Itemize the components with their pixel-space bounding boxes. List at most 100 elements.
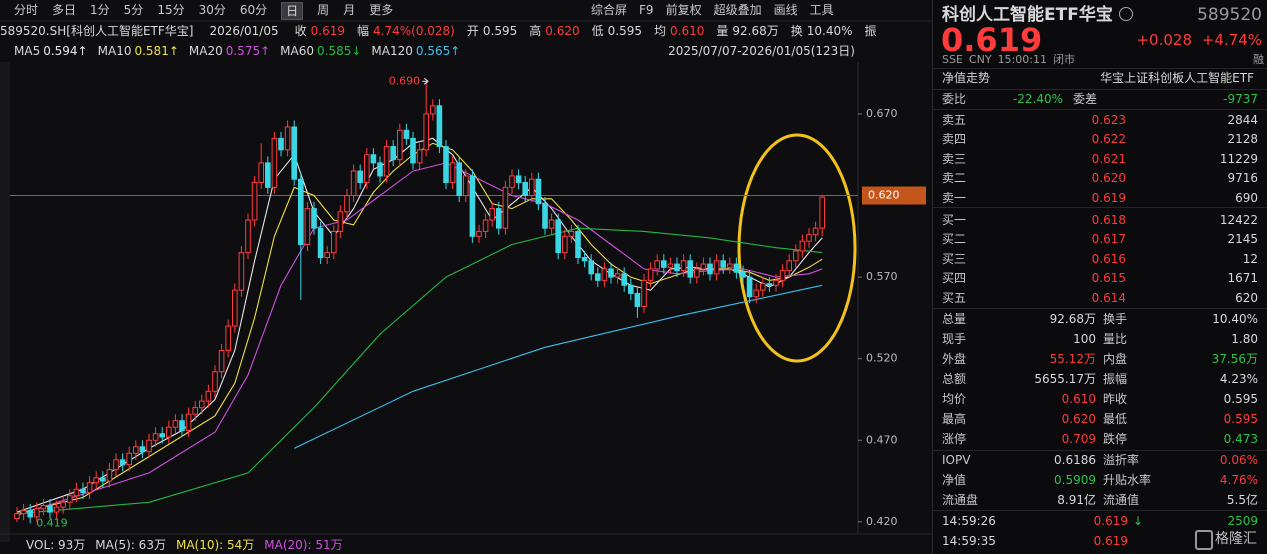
candle-body xyxy=(205,390,212,402)
volume-label: VOL: 93万 xyxy=(26,538,86,552)
tool-button[interactable]: F9 xyxy=(639,3,654,17)
high-label: 0.690 xyxy=(389,74,421,87)
high-arrow-head xyxy=(423,77,429,85)
candle-body xyxy=(575,230,581,259)
candle-body xyxy=(634,292,641,307)
quote-panel: 科创人工智能ETF华宝 589520 0.619 +0.028 +4.74% SSE CNY… xyxy=(932,0,1267,554)
candle-body xyxy=(436,105,443,148)
order-price: 0.622 xyxy=(1091,132,1126,147)
field-value: 4.74%(0.028) xyxy=(373,24,455,38)
stat-label: 涨停 xyxy=(942,432,967,446)
period-tab[interactable]: 月 xyxy=(343,3,356,17)
candle-body xyxy=(680,260,687,272)
candle-body xyxy=(80,488,86,493)
candle-body xyxy=(806,234,812,242)
y-tick-label: 0.470 xyxy=(866,433,898,446)
fund-name: 华宝上证科创板人工智能ETF xyxy=(1100,71,1254,85)
divider xyxy=(933,510,1267,511)
tool-button[interactable]: 前复权 xyxy=(665,3,702,17)
order-price: 0.619 xyxy=(1091,190,1126,205)
stat-label: 昨收 xyxy=(1103,392,1128,406)
candle-body xyxy=(364,154,370,183)
info-icon[interactable] xyxy=(1119,7,1133,21)
candle-body xyxy=(713,260,720,275)
candle-body xyxy=(733,263,740,273)
candle-body xyxy=(641,279,647,307)
order-label: 买四 xyxy=(942,271,967,286)
candle-body xyxy=(746,276,753,298)
order-price: 0.615 xyxy=(1091,271,1126,286)
nav-tab[interactable]: 净值走势 xyxy=(942,71,991,85)
candle-body xyxy=(225,325,231,352)
candle-body xyxy=(113,459,119,471)
period-tab[interactable]: 更多 xyxy=(369,3,394,17)
legend-name: MA20 xyxy=(188,44,223,58)
period-tab[interactable]: 15分 xyxy=(157,3,185,17)
stat-value: 0.5909 xyxy=(1054,473,1096,487)
period-tab[interactable]: 1分 xyxy=(90,3,110,17)
volume-label: MA(20): 51万 xyxy=(264,538,343,552)
order-volume: 2128 xyxy=(1227,132,1258,147)
legend-value: 0.581↑ xyxy=(134,44,179,58)
field-value: 0.595 xyxy=(607,24,642,38)
stat-label: 外盘 xyxy=(942,352,967,366)
field-label: 均 xyxy=(653,24,666,38)
candle-body xyxy=(317,227,324,259)
low-label: 0.419 xyxy=(36,516,67,529)
period-tab[interactable]: 60分 xyxy=(239,3,268,17)
trade-time: 14:59:35 xyxy=(942,534,996,548)
y-tick-label: 0.570 xyxy=(866,270,898,283)
legend-value: 0.575↑ xyxy=(225,44,271,58)
period-tab[interactable]: 周 xyxy=(317,3,330,17)
tool-button[interactable]: 超级叠加 xyxy=(713,3,762,17)
period-tab[interactable]: 多日 xyxy=(52,3,77,17)
candle-body xyxy=(423,113,429,151)
period-tab[interactable]: 分时 xyxy=(14,3,39,17)
candle-body xyxy=(331,230,337,254)
tool-button[interactable]: 综合屏 xyxy=(591,3,628,17)
commission-value: -9737 xyxy=(1223,92,1258,106)
candle-body xyxy=(449,162,456,183)
candle-body xyxy=(753,289,760,298)
candle-body xyxy=(674,263,680,272)
period-tab[interactable]: 日 xyxy=(281,2,304,20)
candle-body xyxy=(529,178,535,197)
stat-label: 均价 xyxy=(942,392,967,406)
stat-value: 55.12万 xyxy=(1049,352,1096,366)
order-label: 买二 xyxy=(942,232,967,247)
order-volume: 1671 xyxy=(1227,271,1258,286)
divider xyxy=(933,109,1267,110)
ma-line xyxy=(16,162,823,516)
candle-body xyxy=(463,175,469,197)
order-price: 0.623 xyxy=(1091,113,1126,127)
tool-button[interactable]: 工具 xyxy=(809,3,834,17)
candle-body xyxy=(40,505,47,510)
stat-label: 振幅 xyxy=(1103,372,1128,386)
candle-body xyxy=(73,488,80,497)
field-label: 开 xyxy=(466,24,479,38)
tool-button[interactable]: 画线 xyxy=(773,3,798,17)
candle-body xyxy=(667,263,674,268)
candle-body xyxy=(298,178,304,245)
candle-body xyxy=(53,506,60,513)
candle-body xyxy=(496,208,502,229)
quote-title: 科创人工智能ETF华宝 xyxy=(942,5,1113,25)
period-tab[interactable]: 5分 xyxy=(123,3,144,17)
candle-body xyxy=(654,260,661,270)
last-price-label: 0.620 xyxy=(868,189,900,202)
field-value: 0.620 xyxy=(545,24,580,38)
candle-body xyxy=(271,137,278,188)
candle-body xyxy=(284,126,291,151)
order-price: 0.618 xyxy=(1091,213,1126,227)
stat-label: 内盘 xyxy=(1103,352,1128,366)
candle-body xyxy=(152,433,159,441)
candle-body xyxy=(344,195,350,213)
stat-label: 总额 xyxy=(942,372,967,386)
field-label: 幅 xyxy=(357,24,370,38)
order-volume: 11229 xyxy=(1219,151,1258,166)
stat-label: 最低 xyxy=(1103,412,1128,426)
order-label: 买五 xyxy=(942,290,967,305)
chart: 0.420 0.470 0.520 0.570 0.670 0.620 0.690 0.419 xyxy=(0,20,932,542)
candle-body xyxy=(720,260,727,268)
period-tab[interactable]: 30分 xyxy=(198,3,226,17)
